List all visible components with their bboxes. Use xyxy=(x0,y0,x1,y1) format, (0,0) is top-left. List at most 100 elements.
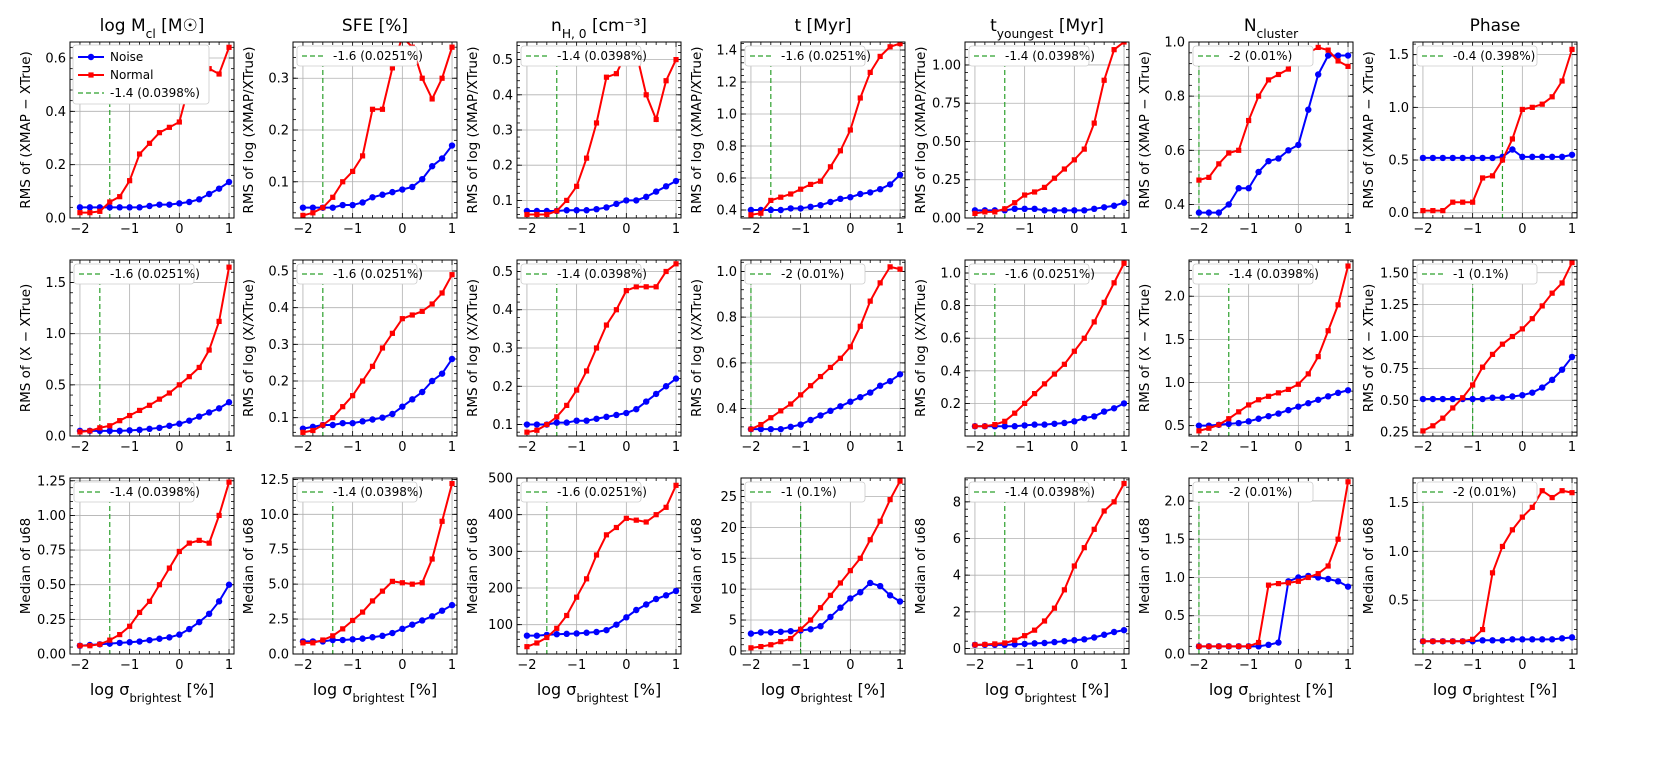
y-axis-label: RMS of (X − XTrue) xyxy=(1361,284,1377,413)
noise-point xyxy=(573,207,580,214)
noise-series-line xyxy=(750,581,901,635)
normal-point xyxy=(449,44,455,50)
y-tick-label: 0 xyxy=(953,642,961,657)
normal-point xyxy=(653,116,659,123)
normal-point xyxy=(117,631,123,638)
noise-point xyxy=(399,625,406,633)
plot-area xyxy=(76,479,233,654)
normal-point xyxy=(847,127,853,133)
noise-point xyxy=(1245,418,1252,425)
normal-point xyxy=(982,641,988,648)
noise-point xyxy=(126,639,133,646)
normal-point xyxy=(146,140,153,146)
x-tick-label: −2 xyxy=(70,222,89,237)
normal-point xyxy=(623,515,629,521)
noise-point xyxy=(1285,147,1292,154)
normal-series-line xyxy=(302,274,453,434)
y-tick-label: 0.0 xyxy=(45,212,66,227)
normal-point xyxy=(1519,514,1525,520)
noise-point xyxy=(369,416,376,423)
noise-point xyxy=(146,425,153,433)
normal-point xyxy=(1275,71,1282,78)
normal-point xyxy=(827,592,834,598)
y-tick-label: 1.2 xyxy=(716,76,737,91)
noise-point xyxy=(563,207,570,214)
y-tick-label: 0.1 xyxy=(492,418,513,433)
y-tick-label: 20 xyxy=(720,521,737,536)
noise-series-line xyxy=(79,401,230,432)
y-tick-label: 0.0 xyxy=(1388,206,1409,221)
column-title: Ncluster xyxy=(1244,16,1299,41)
noise-point xyxy=(807,626,814,633)
noise-point xyxy=(1110,628,1118,636)
normal-point xyxy=(1255,639,1262,646)
noise-point xyxy=(1091,634,1098,641)
noise-point xyxy=(215,598,223,605)
normal-series-line xyxy=(974,42,1125,215)
noise-series-line xyxy=(974,629,1125,646)
noise-point xyxy=(1539,636,1546,643)
legend-threshold-label: -1 (0.1%) xyxy=(1453,267,1509,281)
y-tick-label: 0.5 xyxy=(1388,594,1409,609)
normal-point xyxy=(369,363,376,369)
normal-point xyxy=(1450,405,1456,411)
normal-point xyxy=(1470,636,1476,642)
normal-point xyxy=(1246,117,1252,124)
noise-point xyxy=(643,398,650,405)
y-tick-label: 0.2 xyxy=(268,375,289,390)
y-tick-label: 0.6 xyxy=(716,172,737,187)
normal-point xyxy=(603,322,610,328)
y-tick-label: 0.75 xyxy=(1380,362,1409,377)
normal-point xyxy=(758,643,764,650)
normal-point xyxy=(87,428,93,434)
x-tick-label: 1 xyxy=(896,222,904,237)
normal-point xyxy=(320,205,326,211)
normal-point xyxy=(788,401,794,407)
x-tick-label: −1 xyxy=(1463,222,1482,237)
noise-point xyxy=(652,188,660,195)
normal-point xyxy=(429,556,435,562)
legend-threshold-label: -2 (0.01%) xyxy=(1453,485,1516,499)
noise-point xyxy=(225,178,233,186)
normal-point xyxy=(603,74,610,80)
axes-frame xyxy=(516,259,682,437)
noise-point xyxy=(1334,52,1342,59)
axes-frame xyxy=(964,477,1130,655)
noise-point xyxy=(1429,395,1437,403)
noise-point xyxy=(369,194,376,201)
noise-point xyxy=(1225,420,1232,428)
noise-point xyxy=(399,186,406,193)
noise-point xyxy=(409,183,416,191)
normal-series-line xyxy=(526,51,677,216)
y-tick-label: 0.2 xyxy=(940,397,961,412)
y-axis-label: Median of u68 xyxy=(18,518,34,614)
noise-point xyxy=(1449,154,1456,162)
noise-series-line xyxy=(526,377,677,426)
normal-series-line xyxy=(750,265,901,431)
y-axis-label: Median of u68 xyxy=(465,518,481,614)
plot-area xyxy=(747,42,904,218)
x-tick-label: −2 xyxy=(293,222,312,237)
noise-point xyxy=(329,204,336,211)
noise-point xyxy=(603,626,610,634)
noise-point xyxy=(116,639,123,647)
y-tick-label: 400 xyxy=(488,508,513,523)
noise-point xyxy=(817,412,824,419)
noise-point xyxy=(613,411,620,419)
normal-point xyxy=(1470,199,1476,205)
noise-point xyxy=(1235,419,1242,427)
normal-point xyxy=(1519,106,1525,113)
normal-point xyxy=(1216,422,1222,428)
normal-point xyxy=(1091,526,1097,532)
noise-point xyxy=(767,629,775,636)
noise-point xyxy=(126,204,133,211)
noise-point xyxy=(662,383,670,390)
y-axis-label: RMS of (X − XTrue) xyxy=(1137,284,1153,413)
x-tick-label: 1 xyxy=(1568,222,1576,237)
noise-point xyxy=(886,592,894,599)
noise-point xyxy=(1529,153,1536,161)
noise-point xyxy=(787,627,794,635)
x-tick-label: −1 xyxy=(567,222,586,237)
normal-point xyxy=(544,421,550,428)
